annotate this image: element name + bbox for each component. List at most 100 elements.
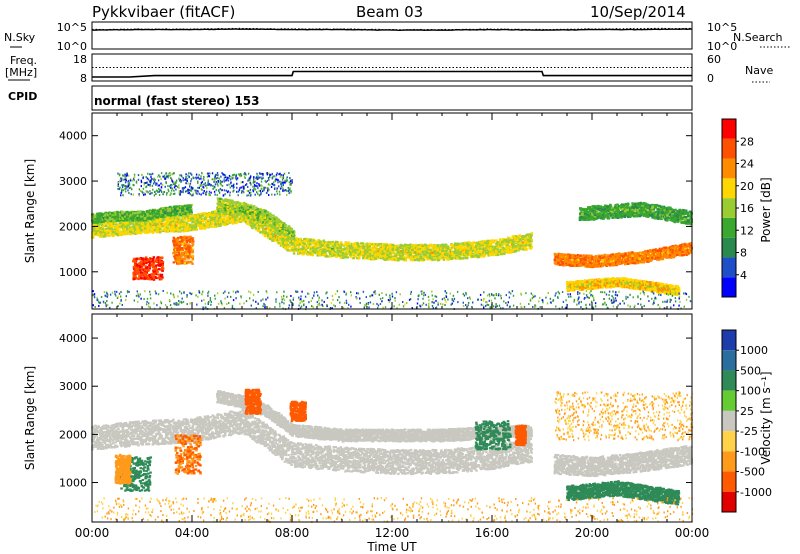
freq-series-line xyxy=(92,72,692,78)
data-cell xyxy=(229,217,232,219)
nsky-tick-bottom: 10^0 xyxy=(57,40,87,53)
data-cell xyxy=(116,231,119,233)
data-cell xyxy=(127,224,130,226)
data-cell xyxy=(184,230,187,232)
data-cell xyxy=(187,216,190,218)
data-cell xyxy=(211,226,214,228)
data-cell xyxy=(191,228,194,230)
data-cell xyxy=(201,215,204,217)
cpid-label: CPID xyxy=(8,90,37,103)
nsky-tick-top: 10^5 xyxy=(57,21,87,34)
data-cell xyxy=(129,221,132,223)
data-cell xyxy=(226,221,229,223)
data-cell xyxy=(156,231,159,233)
freq-unit: [MHz] xyxy=(5,66,37,79)
data-cell xyxy=(112,231,115,233)
data-cell xyxy=(191,217,194,219)
data-cell xyxy=(176,223,179,225)
data-cell xyxy=(189,228,192,230)
data-cell xyxy=(167,225,170,227)
data-cell xyxy=(191,215,194,217)
data-cell xyxy=(206,226,209,228)
data-cell xyxy=(134,227,137,229)
data-cell xyxy=(112,225,115,227)
freq-tick-bottom: 8 xyxy=(80,72,87,85)
data-cell xyxy=(154,223,157,225)
data-cell xyxy=(204,227,207,229)
data-cell xyxy=(246,223,249,225)
data-cell xyxy=(99,235,102,237)
data-cell xyxy=(159,231,162,233)
data-cell xyxy=(151,226,154,228)
data-cell xyxy=(186,226,189,228)
data-cell xyxy=(212,221,215,223)
data-cell xyxy=(222,215,225,217)
header: Pykkvibaer (fitACF) Beam 03 10/Sep/2014 xyxy=(92,3,686,21)
data-cell xyxy=(156,229,159,231)
radar-summary-figure: Pykkvibaer (fitACF) Beam 03 10/Sep/2014 … xyxy=(0,0,800,554)
data-cell xyxy=(152,232,155,234)
data-cell xyxy=(109,232,112,234)
data-cell xyxy=(181,224,184,226)
data-cell xyxy=(232,223,235,225)
data-cell xyxy=(154,227,157,229)
data-cell xyxy=(136,228,139,230)
data-cell xyxy=(177,218,180,220)
freq-panel: Freq. [MHz] 18 8 60 0 Nave xyxy=(5,53,773,85)
data-cell xyxy=(167,231,170,233)
data-cell xyxy=(202,212,205,214)
data-cell xyxy=(202,220,205,222)
data-cell xyxy=(219,213,222,215)
data-cell xyxy=(192,225,195,227)
nave-tick-bottom: 0 xyxy=(707,72,714,85)
data-cell xyxy=(116,228,119,230)
nsky-frame xyxy=(92,22,692,49)
data-cell xyxy=(211,223,214,225)
data-cell xyxy=(124,228,127,230)
data-cell xyxy=(174,229,177,231)
data-cell xyxy=(240,219,243,221)
data-cell xyxy=(109,235,112,237)
nsearch-label: N.Search xyxy=(733,31,783,44)
data-cell xyxy=(156,223,159,225)
nsky-label: N.Sky xyxy=(4,31,36,44)
data-cell xyxy=(140,232,143,234)
data-cell xyxy=(181,221,184,223)
nave-label: Nave xyxy=(745,64,773,77)
data-cell xyxy=(236,218,239,220)
data-cell xyxy=(124,222,127,224)
data-cell xyxy=(184,218,187,220)
data-cell xyxy=(199,219,202,221)
data-cell xyxy=(204,217,207,219)
nave-tick-top: 60 xyxy=(707,53,721,66)
data-cell xyxy=(214,211,217,213)
data-cell xyxy=(147,222,150,224)
data-cell xyxy=(107,229,110,231)
data-cell xyxy=(226,218,229,220)
power-data-cells xyxy=(91,172,693,310)
data-cell xyxy=(141,227,144,229)
data-cell xyxy=(104,235,107,237)
data-cell xyxy=(122,233,125,235)
data-cell xyxy=(121,225,124,227)
data-cell xyxy=(136,225,139,227)
data-cell xyxy=(136,222,139,224)
data-cell xyxy=(219,225,222,227)
date-label: 10/Sep/2014 xyxy=(590,3,686,21)
data-cell xyxy=(111,234,114,236)
data-cell xyxy=(211,217,214,219)
data-cell xyxy=(110,223,113,225)
data-cell xyxy=(192,221,195,223)
data-cell xyxy=(129,223,132,225)
freq-tick-top: 18 xyxy=(73,53,87,66)
station-title: Pykkvibaer (fitACF) xyxy=(92,3,235,21)
nsky-panel: N.Sky 10^5 10^0 10^5 10^0 N.Search xyxy=(4,21,790,53)
freq-frame xyxy=(92,54,692,81)
data-cell xyxy=(146,230,149,232)
cpid-text: normal (fast stereo) 153 xyxy=(94,94,260,108)
data-cell xyxy=(224,220,227,222)
beam-label: Beam 03 xyxy=(356,3,423,21)
data-cell xyxy=(119,227,122,229)
data-cell xyxy=(149,223,152,225)
